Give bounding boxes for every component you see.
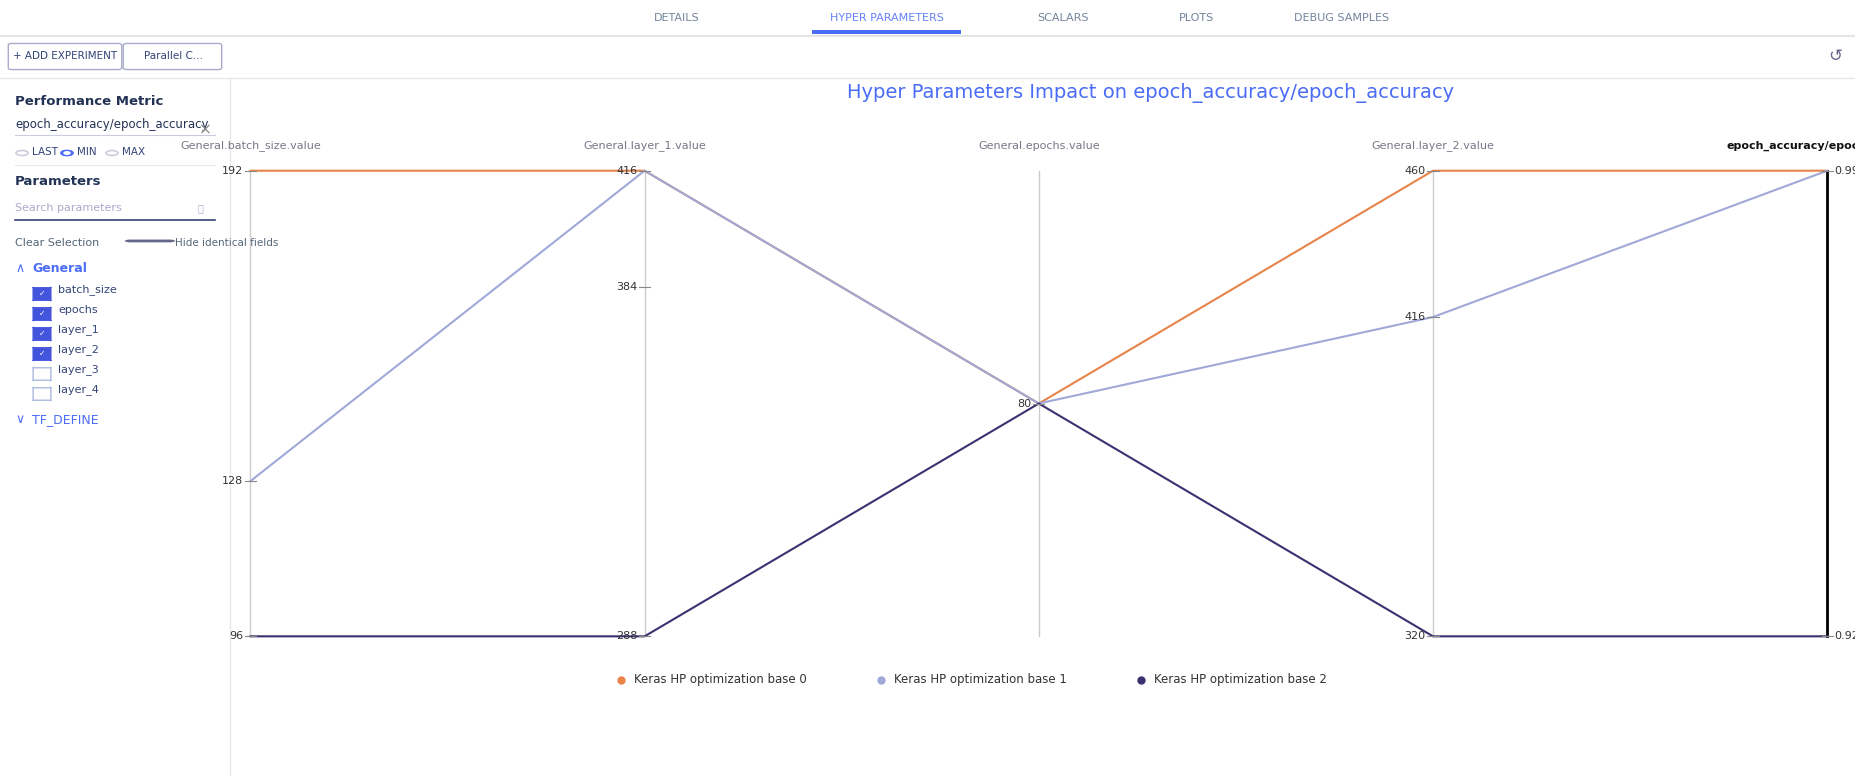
Circle shape [65,152,70,154]
Text: General.layer_1.value: General.layer_1.value [582,140,707,151]
Text: Keras HP optimization base 0: Keras HP optimization base 0 [634,674,807,687]
Text: ∧: ∧ [15,262,24,275]
Text: 192: 192 [223,166,243,175]
Text: MAX: MAX [122,147,145,157]
FancyBboxPatch shape [33,287,50,301]
Text: Parallel C...: Parallel C... [143,51,202,61]
Text: 80: 80 [1017,399,1031,408]
FancyBboxPatch shape [33,367,50,381]
Text: + ADD EXPERIMENT: + ADD EXPERIMENT [13,51,117,61]
Text: 0.9999999031625634: 0.9999999031625634 [1835,166,1855,175]
Text: ✓: ✓ [39,289,45,297]
FancyBboxPatch shape [122,43,223,70]
Text: layer_3: layer_3 [58,365,98,376]
Text: 96: 96 [228,632,243,641]
Text: Performance Metric: Performance Metric [15,95,163,108]
Text: HYPER PARAMETERS: HYPER PARAMETERS [829,13,944,23]
FancyBboxPatch shape [124,240,176,242]
Text: ∨: ∨ [15,413,24,426]
Bar [812,30,961,34]
Text: ↺: ↺ [1827,47,1842,65]
Text: General.epochs.value: General.epochs.value [978,141,1100,151]
Text: LAST: LAST [32,147,58,157]
Text: batch_size: batch_size [58,285,117,296]
Text: epoch_accuracy/epoch_accuracy: epoch_accuracy/epoch_accuracy [15,118,208,131]
Text: ×: × [198,122,211,137]
Text: layer_4: layer_4 [58,385,98,396]
Text: layer_2: layer_2 [58,345,98,355]
Text: PLOTS: PLOTS [1178,13,1215,23]
Text: epoch_accuracy/epoch_accuracy: epoch_accuracy/epoch_accuracy [1727,141,1855,151]
Text: ✓: ✓ [39,328,45,338]
FancyBboxPatch shape [33,347,50,361]
Text: TF_DEFINE: TF_DEFINE [32,413,98,426]
Text: General.layer_2.value: General.layer_2.value [1371,140,1495,151]
Text: Hide identical fields: Hide identical fields [174,238,278,248]
Text: Clear Selection: Clear Selection [15,238,100,248]
Text: 460: 460 [1404,166,1425,175]
FancyBboxPatch shape [33,327,50,341]
FancyBboxPatch shape [7,43,122,70]
Text: General: General [32,262,87,275]
Text: Search parameters: Search parameters [15,203,122,213]
Text: 0.9212333559989929: 0.9212333559989929 [1835,632,1855,641]
Text: DETAILS: DETAILS [655,13,699,23]
Text: 🔍: 🔍 [197,203,202,213]
Text: 416: 416 [616,166,638,175]
Text: epochs: epochs [58,305,98,315]
Text: layer_1: layer_1 [58,324,98,335]
Text: Keras HP optimization base 2: Keras HP optimization base 2 [1154,674,1326,687]
FancyBboxPatch shape [33,307,50,321]
Text: General.batch_size.value: General.batch_size.value [180,140,321,151]
Text: 320: 320 [1404,632,1425,641]
Text: Keras HP optimization base 1: Keras HP optimization base 1 [894,674,1067,687]
Text: ✓: ✓ [39,309,45,317]
Text: 384: 384 [616,282,638,292]
Text: SCALARS: SCALARS [1037,13,1089,23]
Circle shape [61,151,72,155]
Text: Hyper Parameters Impact on epoch_accuracy/epoch_accuracy: Hyper Parameters Impact on epoch_accurac… [846,83,1454,103]
Text: MIN: MIN [78,147,96,157]
Text: ✓: ✓ [39,348,45,358]
Text: Parameters: Parameters [15,175,102,188]
Text: 416: 416 [1404,312,1425,322]
FancyBboxPatch shape [33,387,50,401]
Text: 128: 128 [223,476,243,486]
Text: DEBUG SAMPLES: DEBUG SAMPLES [1293,13,1389,23]
Text: 288: 288 [616,632,638,641]
